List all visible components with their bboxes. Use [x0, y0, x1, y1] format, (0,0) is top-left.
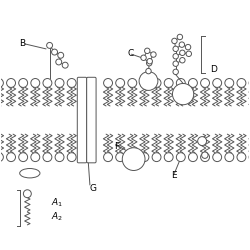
Circle shape: [140, 153, 149, 162]
Circle shape: [24, 190, 31, 198]
Circle shape: [104, 153, 112, 162]
Circle shape: [128, 153, 137, 162]
Circle shape: [200, 153, 209, 162]
Circle shape: [152, 78, 161, 88]
Circle shape: [31, 78, 40, 88]
Circle shape: [31, 153, 40, 162]
Circle shape: [146, 60, 152, 66]
Circle shape: [172, 38, 177, 44]
Circle shape: [188, 78, 198, 88]
Circle shape: [237, 153, 246, 162]
Circle shape: [116, 78, 124, 88]
Circle shape: [173, 54, 178, 59]
Circle shape: [139, 72, 158, 90]
Circle shape: [144, 48, 150, 54]
Circle shape: [47, 42, 52, 48]
Text: $A_1$: $A_1$: [51, 196, 63, 209]
Circle shape: [152, 153, 161, 162]
Circle shape: [62, 62, 68, 68]
Circle shape: [55, 153, 64, 162]
Circle shape: [173, 61, 178, 66]
Circle shape: [52, 49, 58, 55]
Circle shape: [67, 153, 76, 162]
Circle shape: [200, 78, 209, 88]
Circle shape: [19, 153, 28, 162]
Circle shape: [180, 58, 185, 63]
Circle shape: [225, 78, 234, 88]
Circle shape: [213, 153, 222, 162]
Circle shape: [43, 78, 52, 88]
Circle shape: [176, 153, 185, 162]
Circle shape: [151, 52, 156, 57]
Circle shape: [6, 78, 16, 88]
Circle shape: [188, 153, 198, 162]
Circle shape: [6, 153, 16, 162]
Text: C: C: [128, 49, 134, 58]
Circle shape: [177, 34, 182, 40]
Circle shape: [140, 78, 149, 88]
Circle shape: [186, 51, 192, 57]
Text: D: D: [210, 65, 217, 74]
Circle shape: [172, 84, 194, 105]
Circle shape: [164, 153, 173, 162]
Circle shape: [202, 152, 208, 158]
Circle shape: [185, 44, 191, 50]
Circle shape: [19, 78, 28, 88]
Circle shape: [198, 136, 206, 145]
Circle shape: [55, 78, 64, 88]
FancyBboxPatch shape: [77, 77, 87, 163]
Circle shape: [43, 153, 52, 162]
Circle shape: [56, 59, 62, 65]
Circle shape: [141, 55, 146, 60]
Circle shape: [164, 78, 173, 88]
Circle shape: [176, 78, 185, 88]
Circle shape: [116, 153, 124, 162]
Circle shape: [180, 50, 185, 56]
Text: F: F: [114, 142, 119, 150]
Circle shape: [213, 78, 222, 88]
Circle shape: [122, 148, 145, 171]
FancyBboxPatch shape: [87, 77, 96, 163]
Circle shape: [104, 78, 112, 88]
Text: G: G: [89, 184, 96, 192]
Circle shape: [67, 78, 76, 88]
Circle shape: [179, 42, 184, 47]
Circle shape: [146, 68, 151, 74]
Circle shape: [173, 46, 178, 52]
Text: E: E: [171, 171, 176, 180]
Circle shape: [58, 52, 64, 58]
Circle shape: [147, 58, 152, 64]
Ellipse shape: [20, 168, 40, 178]
Circle shape: [0, 78, 3, 88]
Text: $A_2$: $A_2$: [51, 210, 63, 223]
Text: B: B: [19, 39, 25, 48]
Circle shape: [128, 78, 137, 88]
Circle shape: [225, 153, 234, 162]
Circle shape: [249, 78, 250, 88]
Circle shape: [0, 153, 3, 162]
Circle shape: [249, 153, 250, 162]
Circle shape: [173, 69, 178, 74]
Circle shape: [237, 78, 246, 88]
